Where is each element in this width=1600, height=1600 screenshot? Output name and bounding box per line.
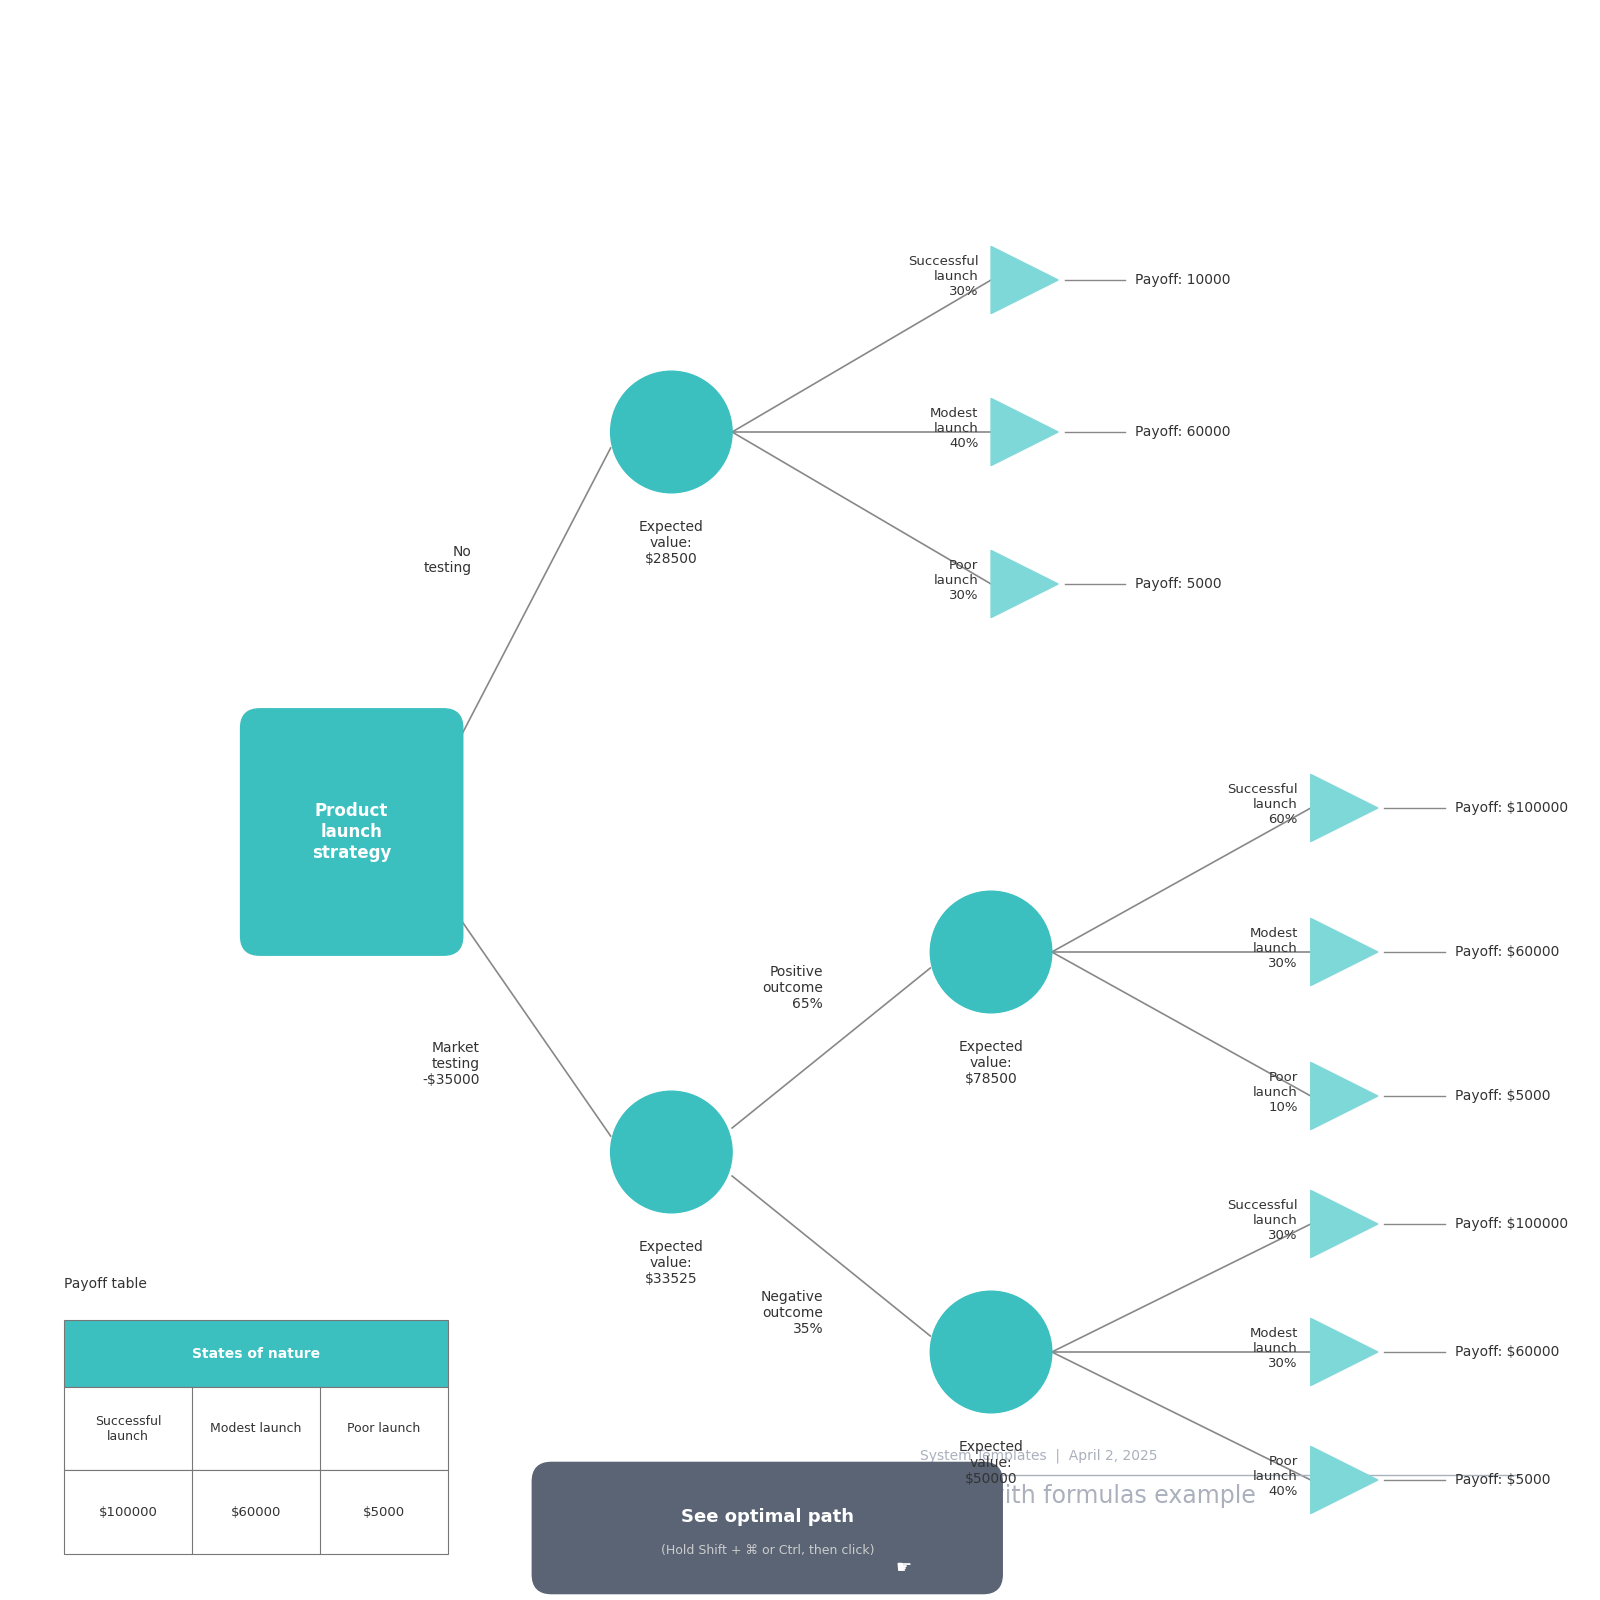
- Text: Expected
value:
$50000: Expected value: $50000: [958, 1440, 1024, 1486]
- Text: Expected
value:
$78500: Expected value: $78500: [958, 1040, 1024, 1086]
- Circle shape: [930, 891, 1051, 1013]
- Text: Poor
launch
10%: Poor launch 10%: [1253, 1072, 1298, 1114]
- FancyBboxPatch shape: [64, 1320, 448, 1387]
- Text: See optimal path: See optimal path: [680, 1507, 854, 1526]
- Polygon shape: [990, 550, 1058, 618]
- Text: Payoff: $60000: Payoff: $60000: [1454, 946, 1558, 958]
- Text: Product
launch
strategy: Product launch strategy: [312, 802, 392, 862]
- Polygon shape: [1310, 1190, 1378, 1258]
- Text: Successful
launch: Successful launch: [94, 1414, 162, 1443]
- FancyBboxPatch shape: [240, 709, 462, 955]
- FancyBboxPatch shape: [533, 1462, 1002, 1594]
- Text: States of nature: States of nature: [192, 1347, 320, 1360]
- FancyBboxPatch shape: [64, 1470, 448, 1554]
- Polygon shape: [1310, 1318, 1378, 1386]
- Circle shape: [930, 1291, 1051, 1413]
- Text: Payoff: $5000: Payoff: $5000: [1454, 1474, 1550, 1486]
- Text: Poor launch: Poor launch: [347, 1422, 421, 1435]
- Text: Market
testing
-$35000: Market testing -$35000: [422, 1040, 480, 1088]
- Text: ☛: ☛: [894, 1558, 912, 1578]
- Text: Poor
launch
40%: Poor launch 40%: [1253, 1456, 1298, 1498]
- Text: Modest
launch
30%: Modest launch 30%: [1250, 928, 1298, 970]
- Text: Payoff table: Payoff table: [64, 1277, 147, 1291]
- Text: Negative
outcome
35%: Negative outcome 35%: [760, 1290, 824, 1336]
- Text: Payoff: 10000: Payoff: 10000: [1134, 274, 1230, 286]
- Text: $5000: $5000: [363, 1506, 405, 1518]
- Text: Successful
launch
60%: Successful launch 60%: [1227, 784, 1298, 826]
- Text: Modest
launch
30%: Modest launch 30%: [1250, 1328, 1298, 1370]
- Text: Payoff: $100000: Payoff: $100000: [1454, 802, 1568, 814]
- Text: $60000: $60000: [230, 1506, 282, 1518]
- FancyBboxPatch shape: [64, 1387, 448, 1470]
- Text: Payoff: $5000: Payoff: $5000: [1454, 1090, 1550, 1102]
- Text: Payoff: $100000: Payoff: $100000: [1454, 1218, 1568, 1230]
- Text: Expected
value:
$28500: Expected value: $28500: [638, 520, 704, 566]
- Text: Modest
launch
40%: Modest launch 40%: [930, 408, 978, 450]
- Text: Modest launch: Modest launch: [210, 1422, 301, 1435]
- Polygon shape: [1310, 1062, 1378, 1130]
- Text: Decision tree with formulas example: Decision tree with formulas example: [822, 1485, 1256, 1507]
- Text: No
testing: No testing: [424, 546, 472, 574]
- Polygon shape: [1310, 918, 1378, 986]
- Text: Payoff: 5000: Payoff: 5000: [1134, 578, 1221, 590]
- Text: Payoff: $60000: Payoff: $60000: [1454, 1346, 1558, 1358]
- Text: Positive
outcome
65%: Positive outcome 65%: [762, 965, 824, 1011]
- Text: Expected
value:
$33525: Expected value: $33525: [638, 1240, 704, 1286]
- Circle shape: [611, 371, 733, 493]
- Text: System Templates  |  April 2, 2025: System Templates | April 2, 2025: [920, 1448, 1158, 1464]
- Text: Poor
launch
30%: Poor launch 30%: [933, 560, 978, 602]
- Polygon shape: [1310, 774, 1378, 842]
- Text: (Hold Shift + ⌘ or Ctrl, then click): (Hold Shift + ⌘ or Ctrl, then click): [661, 1544, 874, 1557]
- Text: Successful
launch
30%: Successful launch 30%: [907, 256, 978, 298]
- Text: Payoff: 60000: Payoff: 60000: [1134, 426, 1230, 438]
- Polygon shape: [1310, 1446, 1378, 1514]
- Circle shape: [611, 1091, 733, 1213]
- Polygon shape: [990, 398, 1058, 466]
- Text: $100000: $100000: [99, 1506, 157, 1518]
- Text: Successful
launch
30%: Successful launch 30%: [1227, 1200, 1298, 1242]
- Polygon shape: [990, 246, 1058, 314]
